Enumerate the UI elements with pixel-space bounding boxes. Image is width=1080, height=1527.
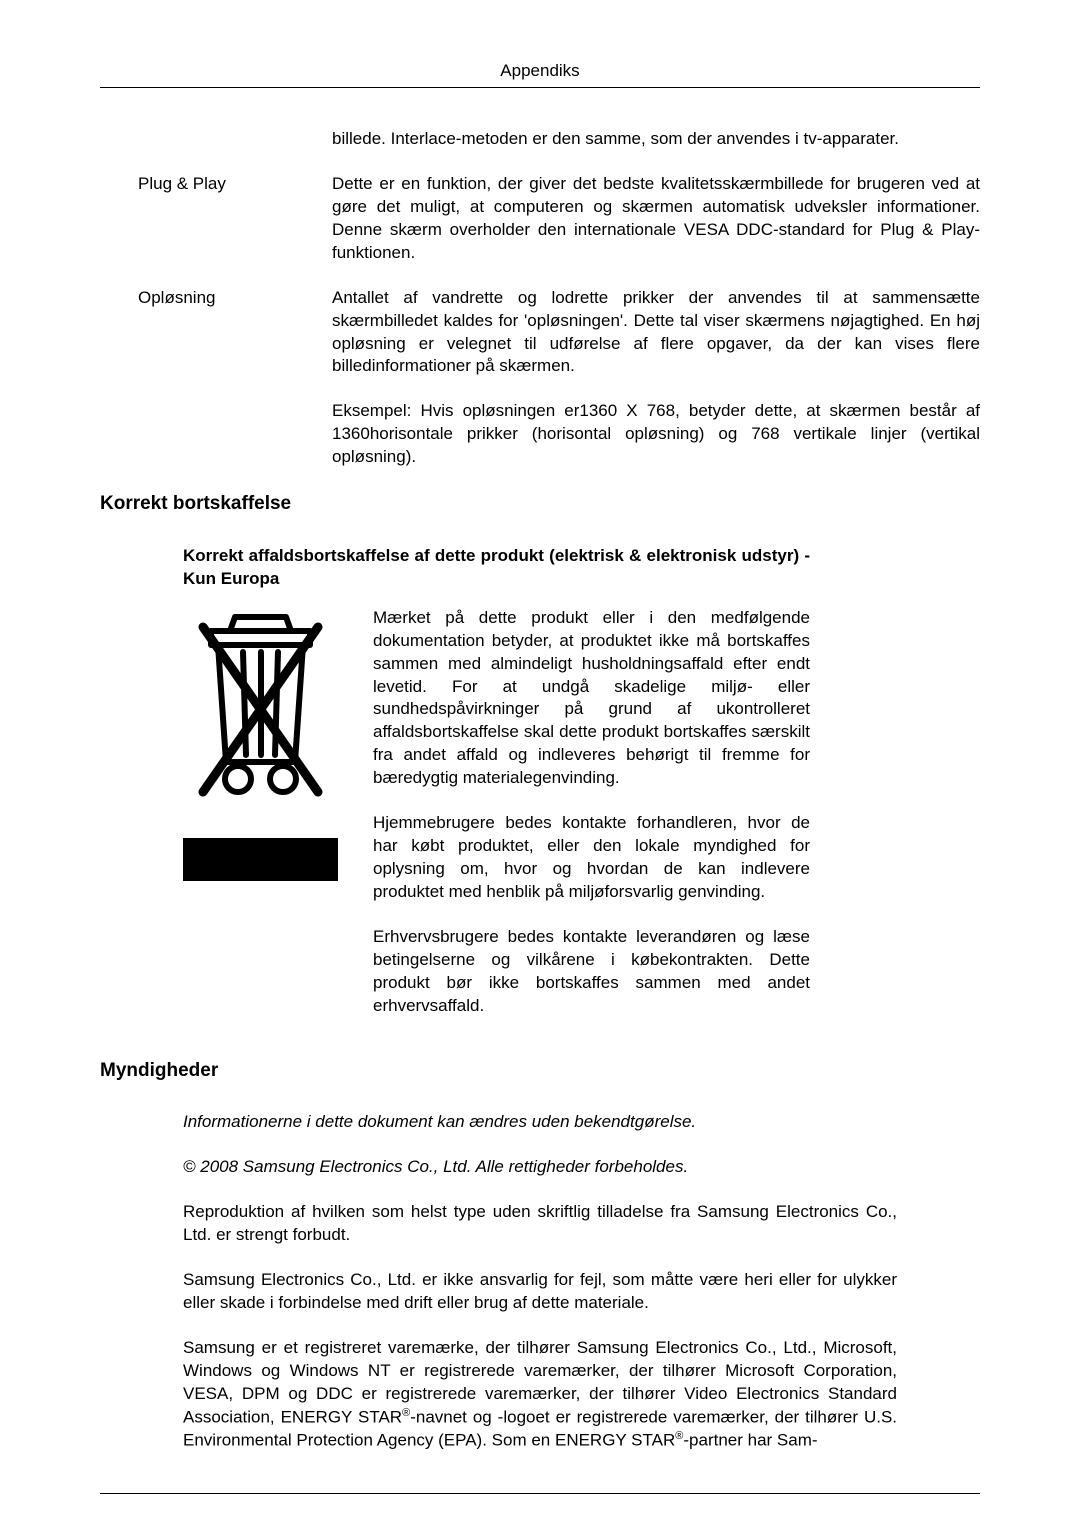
desc-plug-play: Dette er en funktion, der giver det beds… (332, 173, 980, 265)
auth-copyright: © 2008 Samsung Electronics Co., Ltd. All… (183, 1156, 897, 1179)
disposal-subtitle: Korrekt affaldsbortskaffelse af dette pr… (100, 545, 980, 591)
intro-continuation-text: billede. Interlace-metoden er den samme,… (332, 128, 980, 151)
disposal-paragraph-1: Mærket på dette produkt eller i den medf… (373, 607, 810, 791)
disposal-paragraph-2: Hjemmebrugere bedes kontakte forhandlere… (373, 812, 810, 904)
heading-disposal: Korrekt bortskaffelse (100, 491, 980, 517)
auth-liability: Samsung Electronics Co., Ltd. er ikke an… (183, 1269, 897, 1315)
black-bar-icon (183, 838, 338, 881)
desc-resolution-1: Antallet af vandrette og lodrette prikke… (332, 287, 980, 379)
weee-bin-icon (183, 607, 338, 807)
term-resolution: Opløsning (100, 287, 332, 470)
auth-reproduction: Reproduktion af hvilken som helst type u… (183, 1201, 897, 1247)
authorities-content: Informationerne i dette dokument kan ænd… (100, 1111, 980, 1453)
desc-resolution-2: Eksempel: Hvis opløsningen er1360 X 768,… (332, 400, 980, 469)
heading-authorities: Myndigheder (100, 1058, 980, 1084)
page-header: Appendiks (100, 60, 980, 88)
disposal-paragraph-3: Erhvervsbrugere bedes kontakte leverandø… (373, 926, 810, 1018)
footer-rule (100, 1493, 980, 1494)
auth-notice: Informationerne i dette dokument kan ænd… (183, 1111, 897, 1134)
definition-continuation: billede. Interlace-metoden er den samme,… (100, 128, 980, 151)
term-plug-play: Plug & Play (100, 173, 332, 265)
definition-plug-play: Plug & Play Dette er en funktion, der gi… (100, 173, 980, 265)
auth-trademarks: Samsung er et registreret varemærke, der… (183, 1337, 897, 1453)
disposal-content: Mærket på dette produkt eller i den medf… (100, 607, 980, 1040)
definition-resolution: Opløsning Antallet af vandrette og lodre… (100, 287, 980, 470)
